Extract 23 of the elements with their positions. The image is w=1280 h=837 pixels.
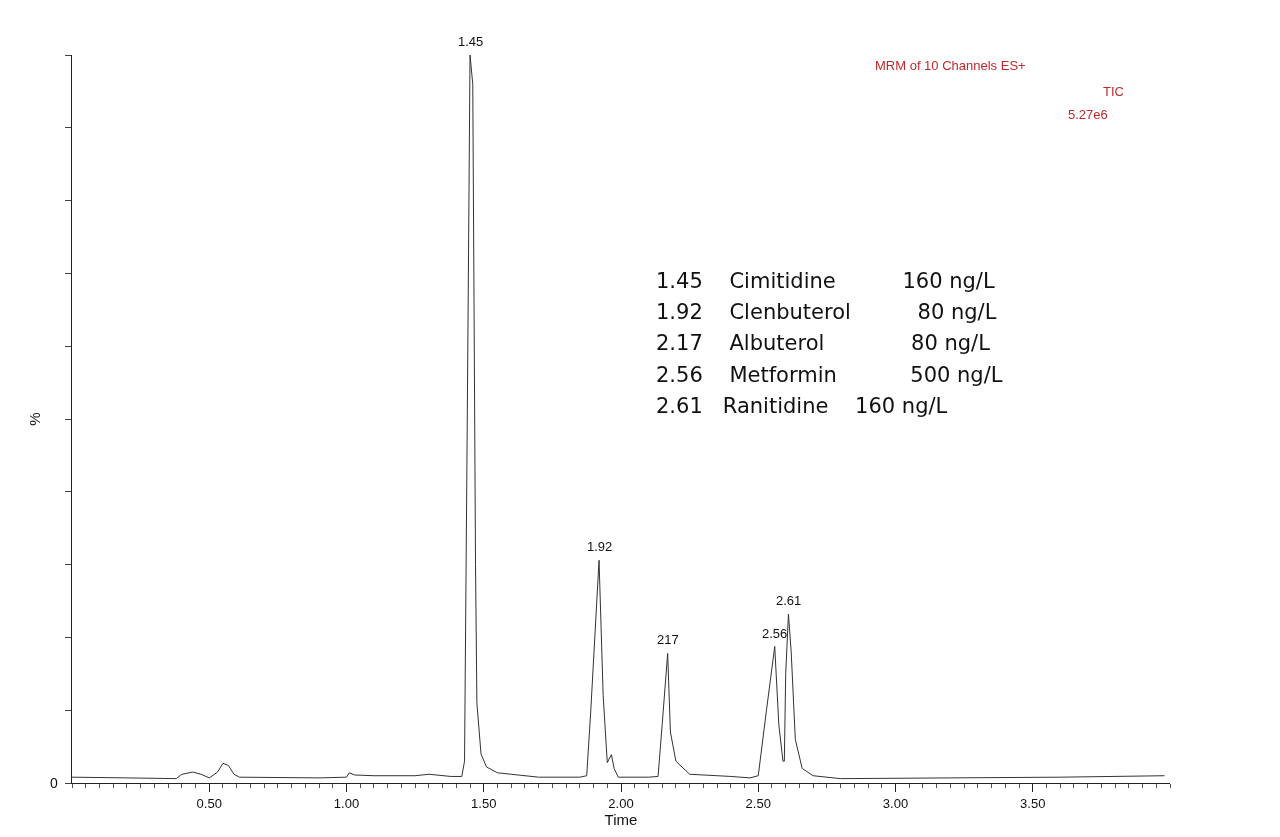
annotation: 2.17 Albuterol 80 ng/L bbox=[656, 331, 991, 355]
annotation: 1.45 Cimitidine 160 ng/L bbox=[656, 269, 995, 293]
annotation: 2.61 Ranitidine 160 ng/L bbox=[656, 394, 948, 418]
x-tick-label: 0.50 bbox=[196, 795, 222, 811]
text: 0 bbox=[50, 775, 58, 791]
annotation: TIC bbox=[1103, 84, 1124, 99]
x-axis-title: Time bbox=[604, 810, 638, 828]
annotation: MRM of 10 Channels ES+ bbox=[875, 58, 1026, 73]
annotation: 217 bbox=[657, 632, 679, 647]
annotation: 1.92 Clenbuterol 80 ng/L bbox=[656, 300, 997, 324]
annotation: 1.92 bbox=[587, 539, 613, 554]
x-tick-label: 1.00 bbox=[333, 795, 360, 811]
x-tick-label: 2.00 bbox=[608, 795, 634, 811]
x-tick-label: 1.50 bbox=[471, 795, 497, 811]
annotation: 2.61 bbox=[776, 593, 802, 608]
y-axis-title: % bbox=[26, 412, 44, 426]
x-tick-label: 3.50 bbox=[1020, 795, 1046, 811]
annotation: 2.56 bbox=[762, 626, 788, 641]
x-tick-label: 2.50 bbox=[745, 795, 771, 811]
x-tick-label: 3.00 bbox=[882, 795, 909, 811]
annotation: 2.56 Metformin 500 ng/L bbox=[656, 363, 1003, 387]
annotation: 5.27e6 bbox=[1068, 107, 1108, 122]
annotation: 1.45 bbox=[458, 34, 484, 49]
